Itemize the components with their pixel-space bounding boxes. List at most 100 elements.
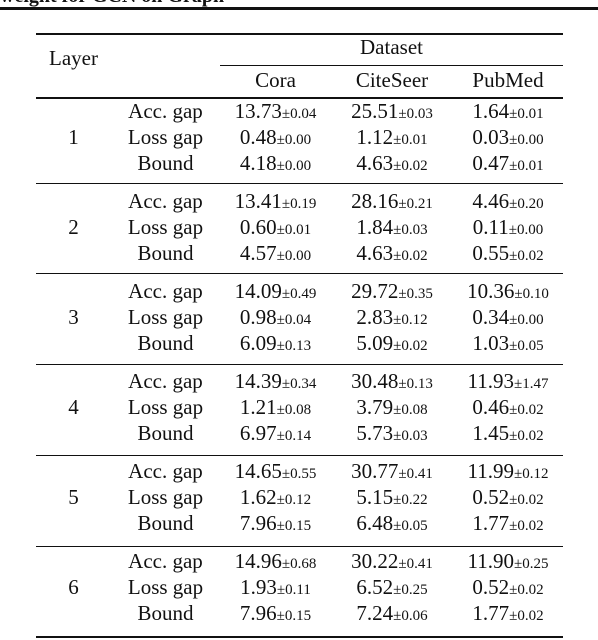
table-row: Loss gap 1.21±0.08 3.79±0.08 0.46±0.02 — [36, 394, 563, 420]
std-value: ±0.15 — [276, 607, 312, 624]
mean-value: 25.51 — [351, 98, 399, 123]
metric-label: Bound — [137, 330, 194, 355]
mean-value: 0.11 — [472, 214, 509, 239]
metric-label: Loss gap — [127, 574, 204, 599]
mean-value: 1.93 — [240, 574, 277, 599]
std-value: ±0.21 — [398, 195, 433, 212]
metric-label: Acc. gap — [128, 458, 203, 483]
std-value: ±0.01 — [509, 105, 544, 122]
mean-value: 1.62 — [239, 484, 277, 509]
group-rule-1 — [36, 183, 563, 184]
std-value: ±0.02 — [393, 247, 428, 264]
metric-label: Acc. gap — [128, 278, 203, 303]
metric-label: Bound — [137, 420, 194, 445]
value-cell: 6.52±0.25 — [331, 574, 453, 600]
table-row: Loss gap 1.62±0.12 5.15±0.22 0.52±0.02 — [36, 484, 563, 510]
table-row: 3 Acc. gap 14.09±0.49 29.72±0.35 10.36±0.10 — [36, 278, 563, 329]
std-value: ±0.19 — [281, 195, 317, 212]
table-row: Loss gap 0.60±0.01 1.84±0.03 0.11±0.00 — [36, 214, 563, 240]
mean-value: 0.46 — [472, 394, 510, 419]
std-value: ±0.03 — [398, 105, 433, 122]
metric-label: Bound — [137, 600, 194, 625]
mean-value: 0.48 — [239, 124, 277, 149]
std-value: ±0.06 — [393, 607, 428, 624]
metric-label: Loss gap — [127, 214, 204, 239]
value-cell: 0.46±0.02 — [453, 394, 563, 420]
layer-number: 6 — [68, 574, 79, 599]
std-value: ±0.08 — [276, 401, 312, 418]
mean-value: 13.41 — [234, 188, 282, 213]
value-cell: 1.62±0.12 — [220, 484, 331, 510]
layer-number: 5 — [68, 484, 79, 509]
table-row: 6 Acc. gap 14.96±0.68 30.22±0.41 11.90±0.25 — [36, 548, 563, 599]
mean-value: 1.21 — [239, 394, 277, 419]
std-value: ±0.03 — [393, 427, 428, 444]
table-body: 1 Acc. gap 13.73±0.04 25.51±0.03 1.64±0.01 Lo… — [36, 98, 563, 626]
mean-value: 1.12 — [356, 124, 394, 149]
value-cell: 14.09±0.49 — [220, 278, 331, 304]
value-cell: 0.48±0.00 — [220, 124, 331, 150]
std-value: ±0.02 — [509, 247, 544, 264]
dataset-header-pubmed: PubMed — [472, 67, 544, 92]
table-row: Bound 4.57±0.00 4.63±0.02 0.55±0.02 — [36, 240, 563, 266]
metric-label: Loss gap — [127, 304, 204, 329]
table-row: 2 Acc. gap 13.41±0.19 28.16±0.21 4.46±0.20 — [36, 188, 563, 239]
group-rule-4 — [36, 455, 563, 456]
dataset-header-citeseer: CiteSeer — [355, 67, 429, 92]
layer-column-header: Layer — [49, 46, 98, 70]
std-value: ±0.08 — [393, 401, 428, 418]
caption-rule — [0, 7, 598, 10]
mean-value: 3.79 — [356, 394, 394, 419]
std-value: ±0.25 — [514, 555, 549, 572]
value-cell: 1.93±0.11 — [220, 574, 331, 600]
mean-value: 0.03 — [472, 124, 510, 149]
std-value: ±0.04 — [281, 105, 317, 122]
value-cell: 28.16±0.21 — [331, 188, 453, 214]
std-value: ±0.00 — [508, 221, 544, 238]
std-value: ±0.00 — [276, 247, 312, 264]
std-value: ±0.00 — [509, 311, 544, 328]
value-cell: 1.77±0.02 — [453, 510, 563, 536]
layer-number: 1 — [68, 124, 79, 149]
value-cell: 1.77±0.02 — [453, 600, 563, 626]
mean-value: 1.03 — [472, 330, 510, 355]
mean-value: 6.48 — [356, 510, 394, 535]
mean-value: 14.96 — [234, 548, 282, 573]
std-value: ±0.41 — [398, 555, 433, 572]
group-spacer — [36, 266, 563, 278]
value-cell: 4.57±0.00 — [220, 240, 331, 266]
mean-value: 0.34 — [472, 304, 510, 329]
value-cell: 0.03±0.00 — [453, 124, 563, 150]
std-value: ±0.04 — [276, 311, 312, 328]
value-cell: 1.03±0.05 — [453, 330, 563, 356]
std-value: ±0.49 — [281, 285, 317, 302]
mean-value: 6.09 — [239, 330, 277, 355]
value-cell: 13.73±0.04 — [220, 98, 331, 124]
metric-label: Loss gap — [127, 124, 204, 149]
table-row: 4 Acc. gap 14.39±0.34 30.48±0.13 11.93±1.47 — [36, 368, 563, 419]
value-cell: 4.63±0.02 — [331, 240, 453, 266]
group-rule-2 — [36, 273, 563, 274]
std-value: ±0.68 — [281, 555, 317, 572]
value-cell: 11.93±1.47 — [453, 368, 563, 394]
value-cell: 6.97±0.14 — [220, 420, 331, 446]
metric-label: Loss gap — [127, 394, 204, 419]
mean-value: 29.72 — [351, 278, 399, 303]
value-cell: 0.98±0.04 — [220, 304, 331, 330]
mean-value: 4.63 — [356, 150, 394, 175]
mean-value: 6.97 — [239, 420, 277, 445]
value-cell: 4.63±0.02 — [331, 150, 453, 176]
table-row: Loss gap 0.98±0.04 2.83±0.12 0.34±0.00 — [36, 304, 563, 330]
mean-value: 6.52 — [356, 574, 394, 599]
value-cell: 0.52±0.02 — [453, 574, 563, 600]
std-value: ±0.01 — [393, 131, 428, 148]
metric-label: Bound — [137, 510, 194, 535]
value-cell: 6.48±0.05 — [331, 510, 453, 536]
value-cell: 0.11±0.00 — [453, 214, 563, 240]
table-row: Bound 7.96±0.15 6.48±0.05 1.77±0.02 — [36, 510, 563, 536]
std-value: ±0.34 — [281, 375, 317, 392]
value-cell: 14.65±0.55 — [220, 458, 331, 484]
std-value: ±0.14 — [276, 427, 312, 444]
results-table: Layer Dataset Cora CiteSeer PubMed 1 Acc.… — [36, 32, 563, 626]
value-cell: 1.84±0.03 — [331, 214, 453, 240]
